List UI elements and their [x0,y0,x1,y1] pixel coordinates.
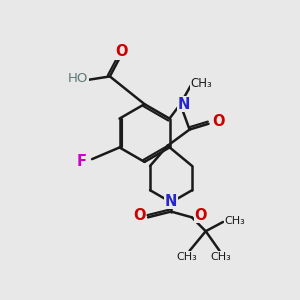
Text: O: O [133,208,146,223]
Text: N: N [178,97,190,112]
Text: O: O [194,208,207,223]
Text: HO: HO [68,72,88,85]
Text: N: N [165,194,177,209]
Text: CH₃: CH₃ [190,77,212,90]
Text: O: O [115,44,128,59]
Text: CH₃: CH₃ [224,216,245,226]
Text: O: O [212,114,224,129]
Text: CH₃: CH₃ [177,252,198,262]
Text: F: F [76,154,86,169]
Text: CH₃: CH₃ [210,252,231,262]
